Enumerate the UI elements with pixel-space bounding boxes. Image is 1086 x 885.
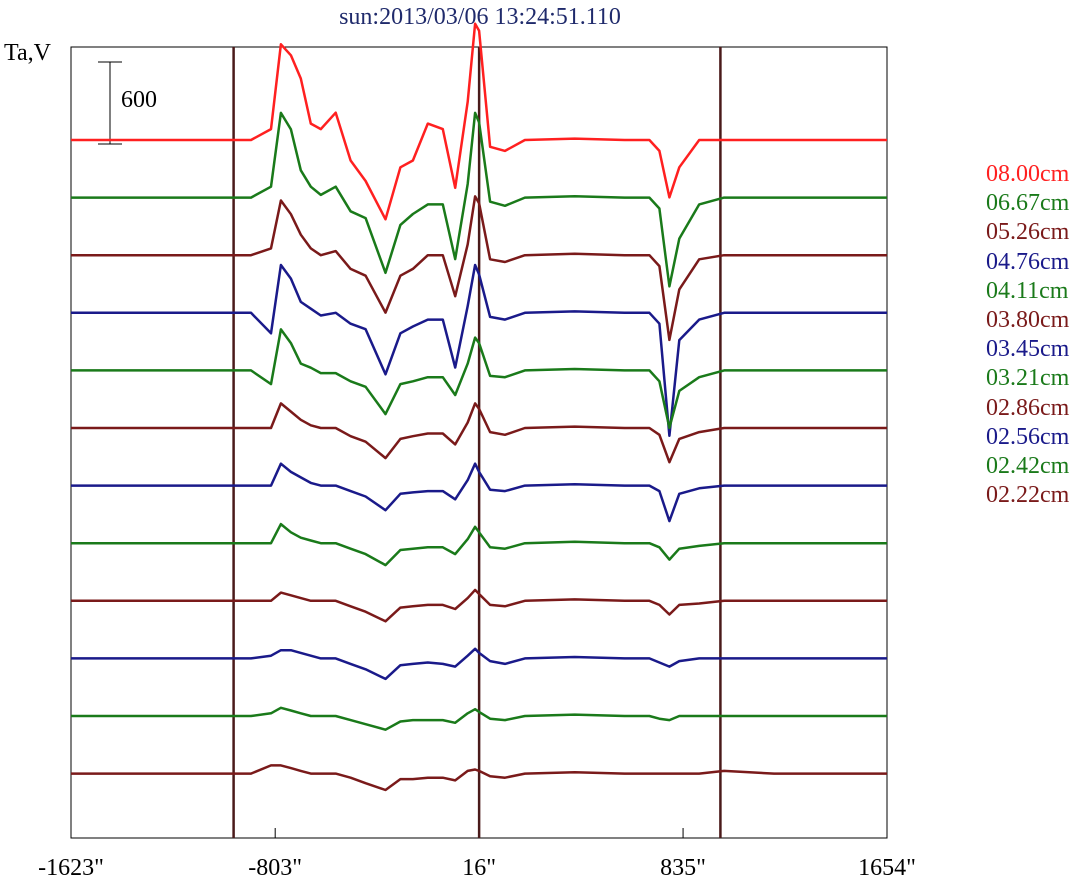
series-line-02.86cm: [71, 588, 887, 623]
x-tick-label: -803": [248, 855, 303, 881]
series-line-02.56cm: [71, 647, 887, 681]
series-line-02.22cm: [71, 764, 887, 792]
legend: 08.00cm 06.67cm 05.26cm 04.76cm 04.11cm 03.80…: [986, 160, 1086, 510]
chart-title: sun:2013/03/06 13:24:51.110: [339, 4, 621, 30]
x-tick-label: 1654": [858, 855, 916, 881]
legend-item: 03.80cm: [986, 306, 1070, 333]
legend-item: 06.67cm: [986, 190, 1070, 217]
x-tick-label: 16": [462, 855, 497, 881]
x-tick-label: 835": [660, 855, 706, 881]
series-line-03.80cm: [71, 402, 887, 464]
series-line-04.76cm: [71, 263, 887, 438]
series-line-08.00cm: [71, 22, 887, 221]
legend-item: 02.42cm: [986, 452, 1070, 479]
series-line-02.42cm: [71, 706, 887, 731]
legend-item: 02.86cm: [986, 394, 1070, 421]
legend-item: 02.22cm: [986, 482, 1070, 509]
series-line-03.45cm: [71, 462, 887, 523]
series-line-03.21cm: [71, 522, 887, 567]
legend-item: 04.11cm: [986, 277, 1069, 304]
legend-item: 02.56cm: [986, 423, 1070, 450]
legend-item: 04.76cm: [986, 248, 1070, 275]
series-line-06.67cm: [71, 111, 887, 288]
legend-item: 08.00cm: [986, 161, 1070, 187]
series-line-04.11cm: [71, 328, 887, 430]
scale-bar-label: 600: [121, 87, 157, 113]
legend-item: 03.45cm: [986, 336, 1070, 363]
legend-item: 03.21cm: [986, 365, 1070, 392]
legend-item: 05.26cm: [986, 219, 1070, 246]
y-axis-label: Ta,V: [4, 40, 51, 66]
x-tick-label: -1623": [38, 855, 104, 881]
series-line-05.26cm: [71, 195, 887, 342]
